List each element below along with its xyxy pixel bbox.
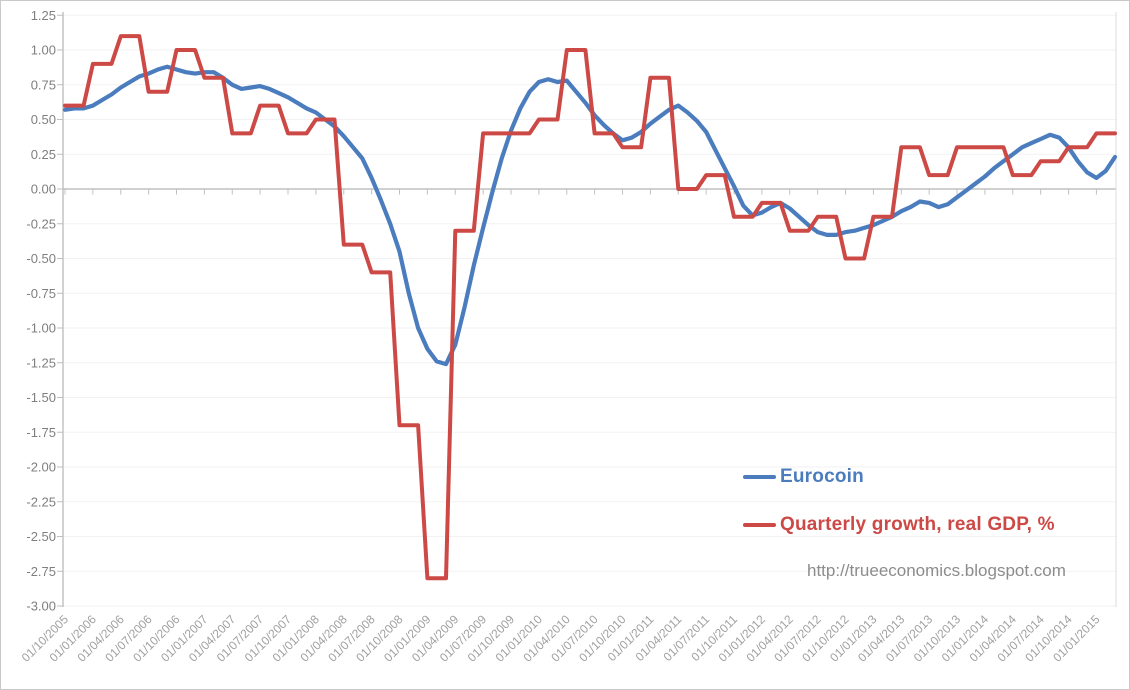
svg-text:-0.75: -0.75: [26, 286, 56, 301]
legend-label-eurocoin: Eurocoin: [780, 466, 864, 487]
svg-text:0.75: 0.75: [31, 77, 56, 92]
legend-label-gdp-growth: Quarterly growth, real GDP, %: [780, 514, 1055, 535]
svg-text:0.50: 0.50: [31, 112, 56, 127]
gdp-line-swatch: [743, 523, 776, 527]
svg-text:-2.25: -2.25: [26, 494, 56, 509]
svg-text:-2.00: -2.00: [26, 460, 56, 475]
svg-text:-1.75: -1.75: [26, 425, 56, 440]
svg-text:-3.00: -3.00: [26, 599, 56, 614]
svg-text:0.00: 0.00: [31, 182, 56, 197]
svg-text:0.25: 0.25: [31, 147, 56, 162]
svg-text:-1.50: -1.50: [26, 390, 56, 405]
svg-text:-2.75: -2.75: [26, 564, 56, 579]
svg-text:1.00: 1.00: [31, 43, 56, 58]
svg-text:-1.00: -1.00: [26, 321, 56, 336]
eurocoin-line-swatch: [743, 475, 776, 479]
svg-text:-2.50: -2.50: [26, 529, 56, 544]
svg-text:-0.50: -0.50: [26, 251, 56, 266]
legend-item-eurocoin: Eurocoin: [743, 466, 864, 488]
svg-text:1.25: 1.25: [31, 8, 56, 23]
watermark-url: http://trueeconomics.blogspot.com: [807, 561, 1066, 580]
svg-text:-1.25: -1.25: [26, 355, 56, 370]
legend-item-gdp-growth: Quarterly growth, real GDP, %: [743, 514, 1055, 536]
svg-text:-0.25: -0.25: [26, 216, 56, 231]
